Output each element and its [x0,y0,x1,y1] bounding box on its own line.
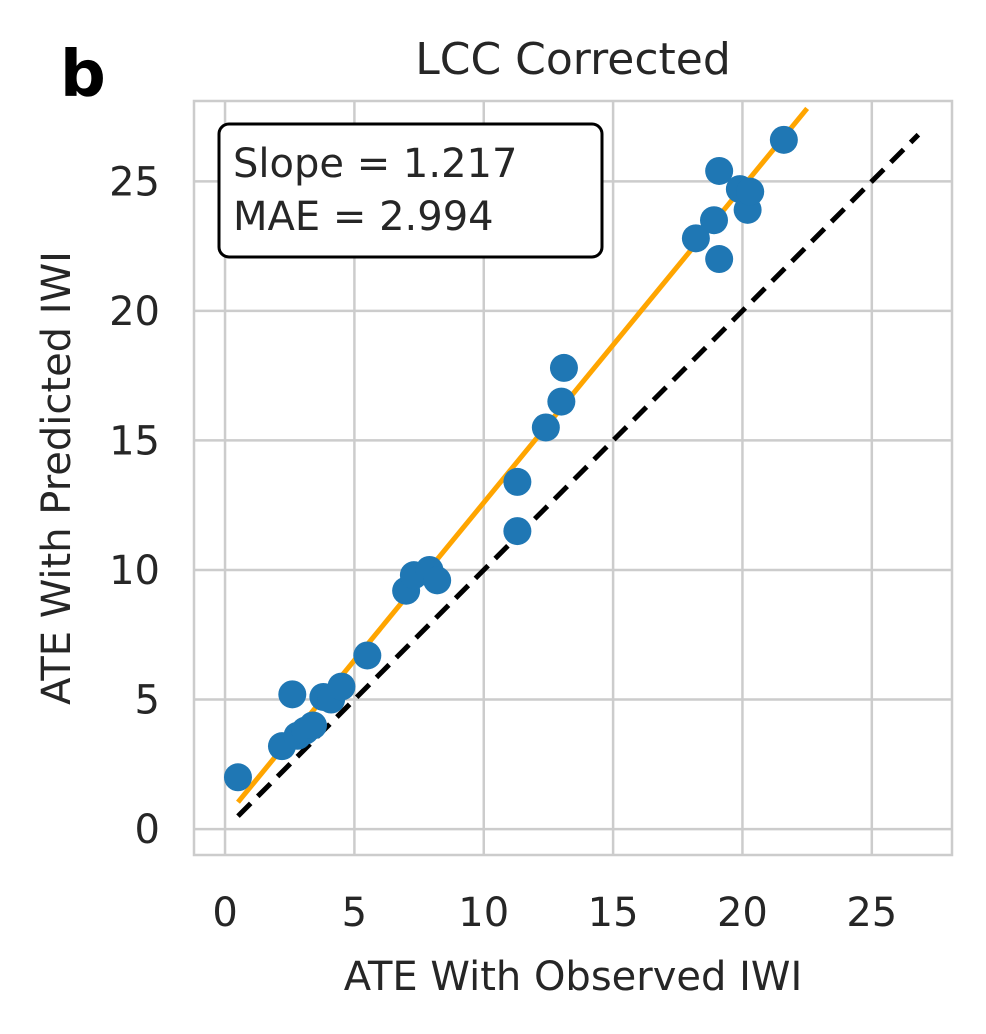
stats-annotation: Slope = 1.217 MAE = 2.994 [217,122,604,259]
y-tick-label: 15 [109,418,160,464]
y-tick-label: 0 [135,807,160,853]
data-point [549,353,578,382]
x-tick-label: 20 [717,890,768,936]
data-point [423,566,452,595]
data-point [278,680,307,709]
x-tick-label: 0 [212,890,237,936]
y-tick-label: 25 [109,159,160,205]
data-points [223,125,798,792]
x-tick-label: 5 [342,890,367,936]
x-tick-label: 25 [846,890,897,936]
data-point [769,125,798,154]
data-point [547,387,576,416]
data-point [531,413,560,442]
data-point [503,467,532,496]
chart-title: LCC Corrected [415,34,731,85]
data-point [327,672,356,701]
y-tick-label: 10 [109,548,160,594]
data-point [299,711,328,740]
data-point [503,517,532,546]
y-tick-label: 20 [109,289,160,335]
x-tick-label: 10 [458,890,509,936]
annotation-slope: Slope = 1.217 [233,141,517,187]
data-point [705,245,734,274]
identity-line [236,132,921,818]
tick-labels: 0 5 10 15 20 25 0 5 10 15 20 25 [109,159,897,936]
data-point [705,156,734,185]
data-point [681,224,710,253]
data-point [736,177,765,206]
data-point [699,206,728,235]
annotation-mae: MAE = 2.994 [233,194,494,240]
x-tick-label: 15 [588,890,639,936]
data-point [223,763,252,792]
data-point [353,641,382,670]
x-axis-label: ATE With Observed IWI [344,954,803,1000]
y-axis-label: ATE With Predicted IWI [34,251,80,705]
panel-label: b [60,38,106,112]
y-tick-label: 5 [135,678,160,724]
annotation-box [217,122,604,259]
